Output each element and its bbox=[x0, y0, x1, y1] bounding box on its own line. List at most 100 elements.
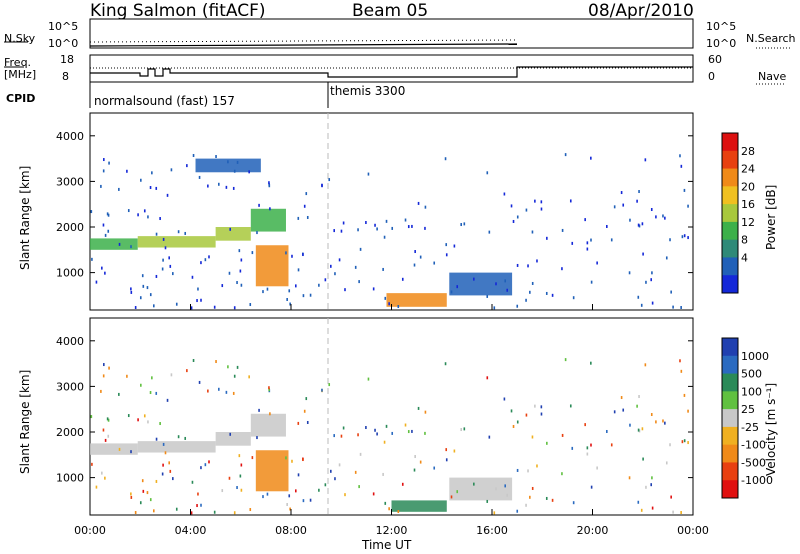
scatter-point bbox=[504, 484, 507, 488]
scatter-point bbox=[407, 225, 410, 229]
scatter-point bbox=[536, 259, 538, 263]
scatter-point bbox=[143, 414, 146, 418]
scatter-point bbox=[504, 279, 507, 283]
scatter-point bbox=[569, 404, 572, 408]
scatter-point bbox=[357, 433, 359, 437]
scatter-point bbox=[551, 498, 554, 502]
scatter-point bbox=[344, 288, 346, 292]
scatter-point bbox=[240, 283, 243, 287]
scatter-point bbox=[170, 168, 173, 172]
scatter-point bbox=[651, 301, 654, 305]
scatter-point bbox=[192, 358, 195, 362]
colorbar-tick-label: 100 bbox=[741, 385, 762, 398]
scatter-point bbox=[134, 306, 137, 310]
scatter-point bbox=[103, 363, 105, 367]
ytick-label: 3000 bbox=[56, 175, 84, 188]
scatter-point bbox=[240, 488, 243, 492]
scatter-point bbox=[161, 267, 164, 271]
scatter-point bbox=[218, 182, 220, 186]
scatter-point bbox=[411, 429, 413, 433]
scatter-point bbox=[687, 204, 689, 208]
colorbars: 28 24 20 16 12 8 4 1000 500 100 25 -25 -100 -500 -1000 bbox=[721, 132, 773, 499]
scatter-point bbox=[453, 449, 456, 453]
scatter-point bbox=[586, 247, 589, 251]
scatter-point bbox=[495, 487, 497, 491]
power-features bbox=[90, 158, 513, 307]
scatter-point bbox=[540, 412, 543, 416]
scatter-point bbox=[186, 369, 188, 373]
scatter-point bbox=[140, 178, 142, 182]
scatter-point bbox=[200, 298, 202, 302]
scatter-point bbox=[95, 280, 98, 284]
scatter-point bbox=[610, 238, 613, 242]
scatter-point bbox=[130, 450, 132, 454]
scatter-point bbox=[324, 483, 327, 487]
scatter-point bbox=[637, 295, 640, 299]
scatter-point bbox=[638, 190, 640, 194]
scatter-point bbox=[401, 482, 404, 486]
nave-tick-bottom: 0 bbox=[708, 70, 715, 83]
scatter-point bbox=[669, 238, 671, 242]
scatter-point bbox=[357, 228, 359, 232]
nsearch-label: N.Search bbox=[746, 32, 796, 45]
scatter-point bbox=[680, 164, 683, 168]
scatter-point bbox=[365, 426, 367, 430]
scatter-point bbox=[534, 404, 536, 408]
xtick-label: 00:00 bbox=[677, 524, 709, 537]
scatter-point bbox=[286, 503, 288, 507]
scatter-point bbox=[236, 365, 239, 369]
scatter-point bbox=[414, 455, 416, 459]
scatter-point bbox=[291, 459, 293, 463]
colorbar-swatch bbox=[722, 275, 738, 294]
scatter-point bbox=[197, 287, 199, 291]
scatter-point bbox=[342, 426, 345, 430]
scatter-point bbox=[525, 413, 528, 417]
scatter-point bbox=[531, 435, 534, 439]
scatter-point bbox=[151, 376, 153, 380]
colorbar-tick-label: 12 bbox=[741, 216, 755, 229]
scatter-point bbox=[340, 434, 343, 438]
scatter-point bbox=[445, 448, 448, 452]
scatter-point bbox=[424, 226, 426, 230]
scatter-point bbox=[525, 503, 527, 507]
colorbar-swatch bbox=[722, 391, 738, 410]
scatter-point bbox=[388, 507, 390, 511]
scatter-point bbox=[177, 435, 180, 439]
power-feature-5 bbox=[255, 245, 289, 287]
scatter-point bbox=[143, 209, 146, 213]
scatter-point bbox=[414, 250, 416, 254]
scatter-point bbox=[233, 169, 236, 173]
scatter-point bbox=[102, 428, 105, 432]
scatter-point bbox=[190, 511, 193, 515]
scatter-point bbox=[155, 437, 158, 441]
colorbar-swatch bbox=[722, 426, 738, 446]
scatter-point bbox=[248, 170, 250, 174]
scatter-point bbox=[130, 290, 133, 294]
scatter-point bbox=[146, 491, 149, 495]
scatter-point bbox=[256, 436, 258, 440]
scatter-point bbox=[584, 423, 586, 427]
scatter-point bbox=[159, 217, 161, 221]
scatter-point bbox=[118, 392, 120, 396]
scatter-point bbox=[318, 488, 320, 492]
scatter-point bbox=[149, 186, 152, 190]
colorbar-swatch bbox=[722, 168, 738, 187]
scatter-point bbox=[516, 420, 519, 424]
scatter-point bbox=[516, 468, 519, 472]
scatter-point bbox=[473, 277, 475, 281]
scatter-point bbox=[680, 511, 682, 515]
scatter-point bbox=[384, 501, 387, 505]
scatter-point bbox=[309, 498, 312, 502]
scatter-point bbox=[510, 409, 513, 413]
scatter-point bbox=[463, 222, 466, 226]
scatter-point bbox=[503, 397, 506, 401]
scatter-point bbox=[186, 164, 188, 168]
scatter-point bbox=[613, 410, 616, 414]
scatter-point bbox=[640, 303, 643, 307]
power-feature-1 bbox=[137, 236, 216, 248]
scatter-point bbox=[108, 161, 110, 165]
scatter-point bbox=[266, 287, 269, 291]
colorbar-tick-label: 28 bbox=[741, 145, 755, 158]
scatter-point bbox=[383, 235, 386, 239]
scatter-point bbox=[306, 215, 309, 219]
